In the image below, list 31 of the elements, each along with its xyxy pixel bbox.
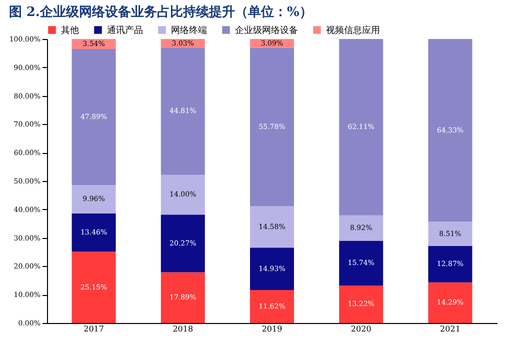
- bar: [72, 49, 116, 186]
- x-tick-label: 2019: [262, 324, 282, 334]
- x-tick-label: 2021: [440, 324, 460, 334]
- bar: [72, 252, 116, 323]
- bar: [339, 39, 384, 216]
- bar: [250, 290, 294, 323]
- legend-label: 其他: [61, 25, 79, 36]
- bar: [250, 48, 294, 206]
- bar: [160, 174, 205, 215]
- bar: [72, 185, 116, 214]
- bar: [339, 285, 384, 323]
- legend-label: 视频信息应用: [326, 25, 380, 36]
- chart-title: 图 2.企业级网络设备业务占比持续提升（单位：%）: [8, 4, 312, 20]
- bar: [160, 214, 205, 272]
- bar: [160, 272, 205, 323]
- bar: [250, 248, 294, 290]
- x-tick-label: 2017: [84, 324, 104, 334]
- x-tick-label: 2020: [350, 324, 372, 334]
- bar: [72, 213, 116, 252]
- bar: [250, 206, 294, 248]
- bar: [428, 39, 472, 222]
- legend-label: 通讯产品: [107, 25, 143, 36]
- legend-label: 网络终端: [171, 25, 207, 36]
- bar: [339, 215, 384, 241]
- bar: [428, 282, 472, 323]
- bar: [428, 222, 472, 246]
- x-tick-label: 2018: [172, 324, 194, 334]
- bar: [428, 246, 472, 282]
- bar: [160, 48, 205, 175]
- bar: [339, 240, 384, 286]
- legend-label: 企业级网络设备: [235, 25, 298, 36]
